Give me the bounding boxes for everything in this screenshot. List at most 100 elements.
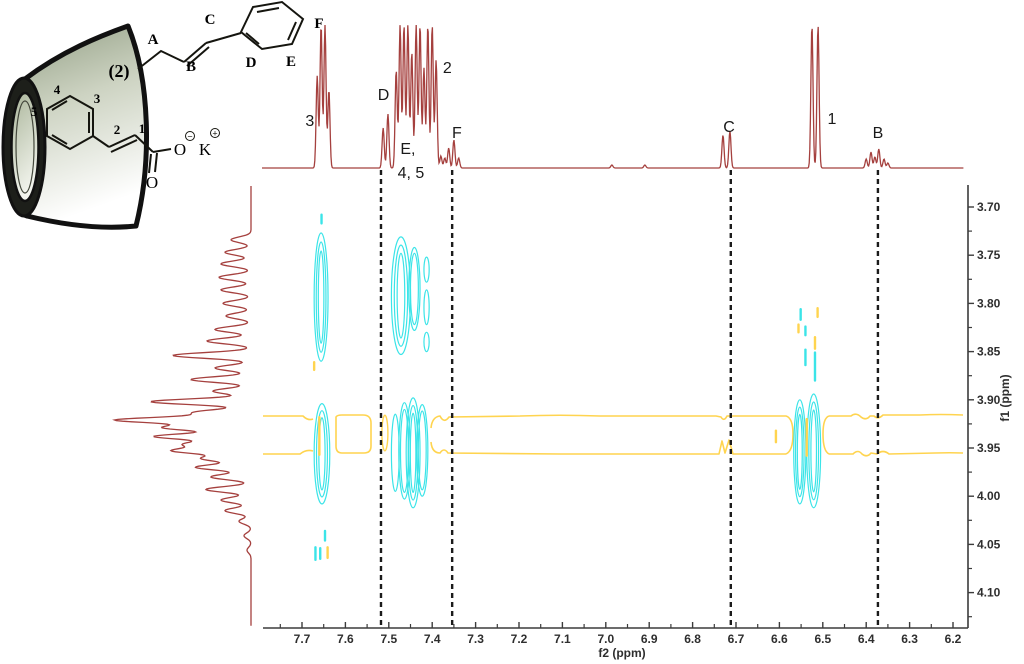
f2-tick-label: 7.4 (424, 632, 441, 646)
positive-ridge-line (263, 449, 314, 455)
ring-number-5: 5 (31, 104, 38, 119)
peak-label-B: B (873, 125, 884, 142)
negative-cross-peak-contour (393, 244, 409, 347)
negative-cross-peaks (313, 232, 822, 509)
peak-label-3: 3 (305, 113, 314, 130)
svg-text:+: + (212, 129, 217, 139)
f2-tick-label: 7.5 (380, 632, 397, 646)
positive-ridge-line (829, 413, 964, 420)
potassium-label: K (199, 140, 212, 159)
cone-cavity-line (15, 100, 35, 194)
f2-tick-label: 6.8 (684, 632, 701, 646)
negative-cross-peak-contour (315, 241, 327, 353)
negative-cross-peak-contour (409, 252, 419, 326)
positive-ridge-line (335, 414, 372, 454)
chain-label-A: A (148, 32, 159, 48)
guest-phenyl-ring (46, 94, 172, 174)
f1-tick-label: 4.10 (977, 586, 1001, 600)
negative-cross-peak-contour (423, 331, 430, 353)
ring-number-2: 2 (114, 122, 121, 137)
negative-cross-peak-contour (794, 406, 805, 498)
peak-label-E: E, (400, 141, 415, 158)
negative-cross-peak-contour (423, 256, 430, 283)
f1-tick-label: 4.05 (977, 537, 1001, 551)
f2-tick-label: 6.3 (901, 632, 918, 646)
negative-cross-peak-contour (409, 412, 417, 493)
positive-ridge-line (430, 439, 786, 455)
f1-tick-label: 3.70 (977, 200, 1001, 214)
f2-tick-label: 7.1 (554, 632, 571, 646)
f2-tick-label: 7.2 (511, 632, 528, 646)
ring-number-3: 3 (94, 91, 101, 106)
peak-label-1: 1 (827, 111, 836, 128)
contour-specks (312, 213, 819, 562)
negative-cross-peak-contour (808, 401, 820, 501)
positive-ridge-line (829, 450, 964, 457)
ring-number-1: 1 (139, 121, 146, 136)
dashed-correlation-guides (379, 170, 880, 628)
f2-tick-label: 6.7 (728, 632, 745, 646)
f2-tick-label: 6.5 (814, 632, 831, 646)
chain-label-E: E (286, 54, 296, 70)
ring-number-4: 4 (54, 82, 61, 97)
peak-label-F: F (452, 125, 462, 142)
negative-cross-peak-contour (313, 403, 331, 505)
peak-label-D: D (378, 87, 390, 104)
contour-speck (381, 414, 389, 452)
peak-label-2: 2 (443, 60, 452, 77)
negative-cross-peak-contour (390, 413, 400, 492)
negative-cross-peak-contour (423, 289, 430, 326)
svg-text:−: − (187, 132, 192, 142)
f2-tick-label: 6.9 (641, 632, 658, 646)
f1-proton-projection-trace (112, 186, 252, 626)
f2-tick-label: 6.6 (771, 632, 788, 646)
chain-label-F: F (314, 16, 323, 32)
f1-tick-label: 3.75 (977, 248, 1001, 262)
negative-cross-peak-contour (415, 404, 429, 497)
f2-axis-title: f2 (ppm) (598, 646, 645, 660)
f2-tick-label: 7.7 (294, 632, 311, 646)
f1-axis-title: f1 (ppm) (998, 374, 1012, 421)
molecule-structure: (2) A B C D E F 4 3 5 2 1 O K O − + (1, 0, 324, 230)
pendant-chain (137, 0, 305, 70)
f2-tick-label: 6.2 (945, 632, 962, 646)
axis-lines (263, 185, 969, 629)
peak-label-45: 4, 5 (398, 165, 425, 182)
positive-ridge-line (822, 415, 830, 455)
negative-cross-peak-contour (417, 410, 427, 491)
minus-charge-icon: − (185, 131, 195, 142)
f1-tick-label: 4.00 (977, 489, 1001, 503)
peak-label-C: C (723, 119, 735, 136)
negative-cross-peak-contour (408, 246, 421, 331)
negative-cross-peak-contour (796, 413, 803, 490)
chain-label-D: D (246, 55, 257, 71)
negative-cross-peak-contour (810, 409, 818, 493)
chain-label-B: B (186, 59, 196, 75)
f1-tick-label: 3.90 (977, 393, 1001, 407)
positive-contour-ridges (263, 413, 964, 457)
f2-tick-label: 7.6 (337, 632, 354, 646)
carboxylate-oxygen-label: O (174, 140, 186, 159)
f1-tick-label: 3.85 (977, 345, 1001, 359)
positive-ridge-line (430, 414, 794, 455)
plot-axes: 7.7 7.6 7.5 7.4 7.3 7.2 7.1 7.0 6.9 6.8 6.7 6.6 6.5 6… (263, 185, 1001, 646)
negative-cross-peak-contour (317, 250, 325, 344)
negative-cross-peak-contour (405, 397, 421, 509)
positive-ridge-line (263, 415, 314, 421)
f2-tick-label: 7.3 (467, 632, 484, 646)
peak-assignment-labels: 3 D E, 4, 5 2 F C 1 B (305, 60, 883, 182)
negative-cross-peak-contour (315, 410, 329, 498)
f2-proton-projection-trace (262, 24, 964, 169)
plus-charge-icon: + (210, 128, 220, 139)
carbonyl-oxygen-label: O (146, 173, 158, 192)
f2-tick-label: 7.0 (597, 632, 614, 646)
chain-label-C: C (205, 12, 216, 28)
compound-number-label: (2) (109, 61, 130, 82)
f1-tick-label: 3.80 (977, 296, 1001, 310)
f1-tick-label: 3.95 (977, 441, 1001, 455)
negative-cross-peak-contour (396, 252, 406, 339)
negative-cross-peak-contour (313, 232, 329, 362)
f2-tick-label: 6.4 (858, 632, 875, 646)
